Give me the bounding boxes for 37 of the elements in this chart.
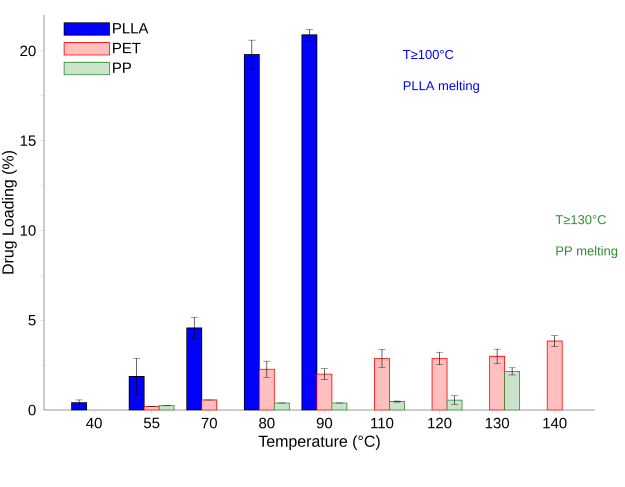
bar (489, 356, 506, 410)
x-tick-label: 90 (316, 418, 332, 428)
legend-label: PET (113, 42, 141, 54)
legend-label: PP (113, 62, 131, 73)
y-tick-label: 0 (28, 404, 36, 416)
bar (504, 371, 520, 410)
y-tick-label: 5 (28, 315, 36, 326)
x-tick-label: 140 (543, 418, 567, 428)
y-tick-label: 10 (20, 225, 36, 236)
x-tick-label: 80 (259, 418, 275, 428)
annotation: PLLA melting (404, 80, 479, 93)
bar (374, 358, 390, 410)
y-tick-label: 20 (20, 46, 36, 56)
bar (389, 401, 405, 410)
bar (546, 340, 563, 410)
legend-label: PLLA (113, 23, 148, 34)
annotation: T≥100°C (403, 50, 454, 60)
bar (316, 374, 332, 410)
bar (432, 358, 448, 410)
bar (446, 400, 462, 410)
x-tick-label: 120 (428, 418, 452, 428)
bar (158, 405, 175, 410)
x-tick-label: 130 (486, 418, 509, 428)
x-tick-label: 110 (371, 418, 394, 428)
x-tick-label: 40 (86, 418, 102, 428)
bar (258, 368, 275, 410)
y-tick-label: 15 (20, 135, 36, 146)
annotation: T≥130°C (556, 215, 606, 224)
x-axis-title: Temperature (°C) (258, 435, 380, 450)
y-axis-title: Drug Loading (%) (2, 151, 17, 274)
x-tick-label: 70 (202, 418, 217, 428)
bar (274, 402, 290, 410)
bar (201, 400, 218, 410)
bar (331, 402, 348, 410)
x-tick-label: 55 (144, 418, 160, 428)
bar (144, 406, 160, 410)
annotation: PP melting (556, 246, 618, 258)
